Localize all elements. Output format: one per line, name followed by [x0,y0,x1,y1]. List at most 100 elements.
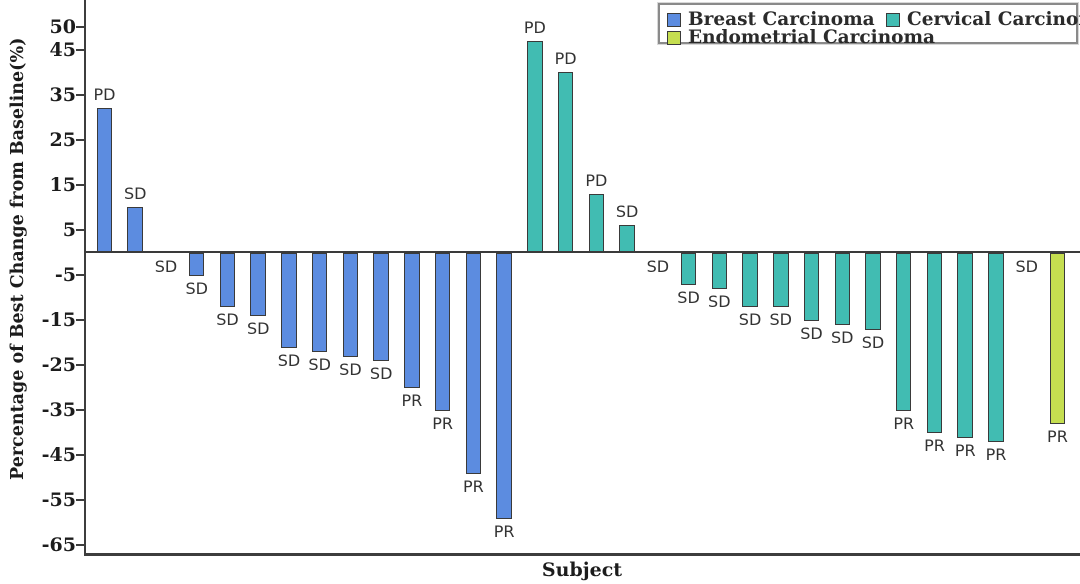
response-label: SD [185,278,208,298]
legend-box: Breast Carcinoma Cervical CarcinomaEndome… [657,2,1080,48]
x-axis-spine [84,553,1080,556]
y-tick-mark [76,543,84,546]
legend-label: Endometrial Carcinoma [688,27,936,48]
y-tick-label: 25 [49,128,76,151]
subject-bar [957,253,973,438]
response-label: SD [1015,257,1038,276]
response-label: SD [738,310,762,329]
response-label: PR [401,391,423,410]
response-label: SD [831,328,854,347]
y-tick-mark [76,498,84,501]
response-label: SD [339,359,362,379]
response-label: SD [246,319,270,338]
subject-bar [434,253,451,411]
subject-bar [250,253,266,316]
response-label: SD [615,202,639,221]
x-axis-title: Subject [541,559,623,581]
y-tick-mark [76,48,84,51]
y-tick-mark [76,228,84,231]
subject-bar [219,253,236,307]
y-tick-mark [76,138,84,141]
y-tick-label: -25 [41,353,76,376]
response-label: SD [646,257,670,276]
response-label: SD [154,257,178,276]
y-tick-mark [76,453,84,456]
legend-item: Cervical Carcinoma [886,9,1080,30]
y-tick-label: -5 [54,263,76,286]
y-tick-label: -35 [41,398,76,421]
y-tick-mark [76,318,84,321]
y-tick-mark [76,183,84,186]
response-label: PD [554,49,577,68]
legend-swatch-icon [667,30,681,45]
response-label: PR [462,476,484,496]
legend-label: Breast Carcinoma [688,9,875,30]
subject-bar [373,253,389,361]
y-tick-label: 15 [49,173,76,196]
response-label: SD [216,310,239,329]
subject-bar [742,253,758,307]
subject-bar [711,253,728,289]
subject-bar [188,253,205,276]
subject-bar [1049,253,1066,424]
response-label: SD [769,310,792,329]
subject-bar [527,40,543,252]
response-label: SD [308,355,331,374]
response-label: SD [861,332,885,352]
y-tick-label: 35 [49,83,76,106]
response-label: PR [1047,427,1068,446]
subject-bar [988,253,1004,442]
response-label: SD [677,287,700,307]
response-label: PR [493,521,515,541]
subject-bar [803,253,820,321]
subject-bar [96,108,113,252]
response-label: PR [985,445,1007,464]
subject-bar [342,253,359,357]
response-label: SD [369,364,393,383]
y-tick-label: -65 [41,533,76,556]
zero-baseline [85,251,1080,253]
subject-bar [557,72,574,252]
response-label: SD [277,350,301,370]
response-label: PR [893,413,915,433]
response-label: PD [93,85,116,104]
legend-label: Cervical Carcinoma [907,9,1080,30]
y-tick-mark [76,26,84,28]
response-label: PR [954,440,976,460]
subject-bar [773,253,789,307]
y-tick-mark [76,273,84,276]
response-label: PR [432,413,453,433]
subject-bar [465,253,482,474]
y-tick-label: 45 [49,38,76,61]
subject-bar [588,193,605,252]
y-tick-mark [76,93,84,96]
y-tick-label: -55 [41,488,76,511]
y-tick-mark [76,408,84,411]
y-tick-label: 5 [62,218,76,241]
legend-swatch-icon [886,12,900,27]
y-axis-spine [84,0,86,556]
subject-bar [834,253,850,325]
y-tick-label: -15 [41,308,76,331]
legend-swatch-icon [667,12,681,27]
subject-bar [865,253,881,330]
legend-item: Endometrial Carcinoma [667,27,936,48]
subject-bar [619,225,635,252]
response-label: PD [523,17,546,37]
y-tick-label: 50 [49,16,76,38]
subject-bar [281,253,297,348]
subject-bar [127,207,143,252]
response-label: SD [123,184,147,203]
response-label: PD [585,170,608,190]
response-label: SD [800,323,823,343]
y-tick-mark [76,363,84,366]
subject-bar [311,253,328,352]
subject-bar [680,253,697,285]
response-label: SD [708,292,731,311]
subject-bar [895,253,912,411]
subject-bar [926,253,943,433]
response-label: PR [924,436,945,455]
y-tick-label: -45 [41,443,76,466]
subject-bar [496,253,512,519]
